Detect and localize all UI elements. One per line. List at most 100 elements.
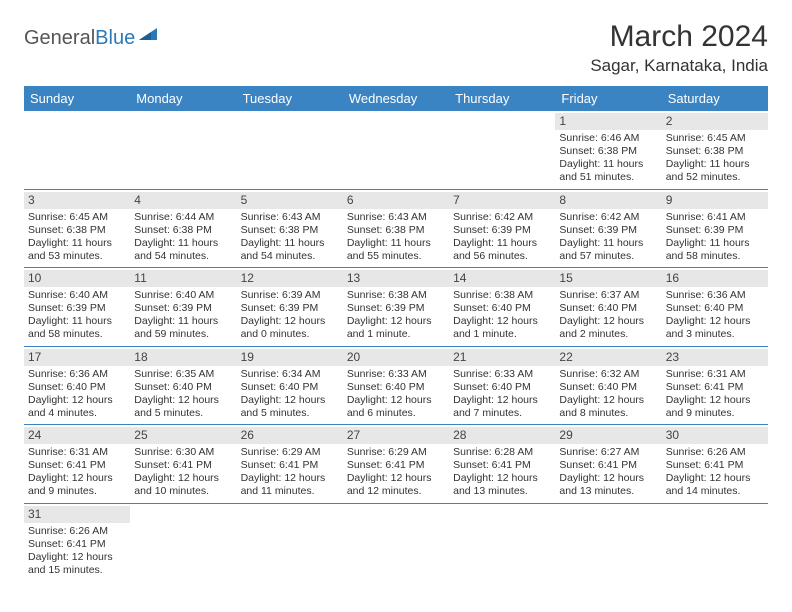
calendar-week: 24Sunrise: 6:31 AMSunset: 6:41 PMDayligh… [24, 425, 768, 504]
cell-line: Sunrise: 6:40 AM [28, 289, 126, 302]
brand-blue: Blue [95, 27, 135, 50]
cell-line: Sunrise: 6:38 AM [347, 289, 445, 302]
calendar-cell: 14Sunrise: 6:38 AMSunset: 6:40 PMDayligh… [449, 268, 555, 346]
cell-line: Sunset: 6:41 PM [666, 459, 764, 472]
calendar-cell [130, 111, 236, 189]
cell-line: Sunset: 6:39 PM [134, 302, 232, 315]
cell-line: Daylight: 12 hours and 6 minutes. [347, 394, 445, 420]
cell-line: Sunset: 6:40 PM [134, 381, 232, 394]
day-header: Monday [130, 86, 236, 111]
cell-line: Daylight: 11 hours and 52 minutes. [666, 158, 764, 184]
day-number [237, 113, 343, 130]
day-number [343, 113, 449, 130]
day-header: Thursday [449, 86, 555, 111]
cell-line: Sunset: 6:38 PM [134, 224, 232, 237]
calendar-header-row: SundayMondayTuesdayWednesdayThursdayFrid… [24, 86, 768, 111]
day-number: 8 [555, 192, 661, 209]
cell-line: Daylight: 12 hours and 13 minutes. [559, 472, 657, 498]
cell-line: Sunset: 6:40 PM [347, 381, 445, 394]
calendar-cell: 7Sunrise: 6:42 AMSunset: 6:39 PMDaylight… [449, 190, 555, 268]
cell-line: Daylight: 12 hours and 0 minutes. [241, 315, 339, 341]
day-number [343, 506, 449, 523]
calendar-cell: 15Sunrise: 6:37 AMSunset: 6:40 PMDayligh… [555, 268, 661, 346]
calendar-cell: 10Sunrise: 6:40 AMSunset: 6:39 PMDayligh… [24, 268, 130, 346]
cell-line: Daylight: 12 hours and 13 minutes. [453, 472, 551, 498]
cell-line: Sunset: 6:38 PM [559, 145, 657, 158]
day-number: 23 [662, 349, 768, 366]
cell-line: Daylight: 12 hours and 1 minute. [347, 315, 445, 341]
calendar-cell: 9Sunrise: 6:41 AMSunset: 6:39 PMDaylight… [662, 190, 768, 268]
cell-line: Daylight: 12 hours and 5 minutes. [134, 394, 232, 420]
calendar-cell: 21Sunrise: 6:33 AMSunset: 6:40 PMDayligh… [449, 347, 555, 425]
cell-line: Daylight: 11 hours and 58 minutes. [666, 237, 764, 263]
page-header: GeneralBlue March 2024 Sagar, Karnataka,… [24, 20, 768, 76]
cell-line: Sunrise: 6:33 AM [347, 368, 445, 381]
cell-line: Sunrise: 6:42 AM [559, 211, 657, 224]
day-number: 19 [237, 349, 343, 366]
cell-line: Daylight: 11 hours and 51 minutes. [559, 158, 657, 184]
day-number: 12 [237, 270, 343, 287]
cell-line: Daylight: 12 hours and 11 minutes. [241, 472, 339, 498]
day-header: Sunday [24, 86, 130, 111]
cell-line: Sunset: 6:39 PM [666, 224, 764, 237]
day-header: Saturday [662, 86, 768, 111]
cell-line: Daylight: 11 hours and 59 minutes. [134, 315, 232, 341]
cell-line: Sunrise: 6:43 AM [347, 211, 445, 224]
cell-line: Sunset: 6:41 PM [28, 459, 126, 472]
cell-line: Sunset: 6:41 PM [453, 459, 551, 472]
brand-general: General [24, 27, 95, 50]
day-number: 11 [130, 270, 236, 287]
calendar-cell [237, 111, 343, 189]
day-number: 29 [555, 427, 661, 444]
cell-line: Sunset: 6:40 PM [559, 381, 657, 394]
cell-line: Sunset: 6:40 PM [241, 381, 339, 394]
calendar-cell: 1Sunrise: 6:46 AMSunset: 6:38 PMDaylight… [555, 111, 661, 189]
calendar-cell [555, 504, 661, 582]
cell-line: Daylight: 12 hours and 3 minutes. [666, 315, 764, 341]
cell-line: Sunrise: 6:26 AM [666, 446, 764, 459]
cell-line: Sunrise: 6:38 AM [453, 289, 551, 302]
cell-line: Sunrise: 6:29 AM [241, 446, 339, 459]
cell-line: Daylight: 12 hours and 10 minutes. [134, 472, 232, 498]
cell-line: Sunrise: 6:43 AM [241, 211, 339, 224]
calendar-cell: 17Sunrise: 6:36 AMSunset: 6:40 PMDayligh… [24, 347, 130, 425]
calendar-cell: 22Sunrise: 6:32 AMSunset: 6:40 PMDayligh… [555, 347, 661, 425]
cell-line: Sunrise: 6:40 AM [134, 289, 232, 302]
calendar-cell [24, 111, 130, 189]
day-number: 17 [24, 349, 130, 366]
calendar-cell: 8Sunrise: 6:42 AMSunset: 6:39 PMDaylight… [555, 190, 661, 268]
cell-line: Sunset: 6:38 PM [241, 224, 339, 237]
calendar-cell: 18Sunrise: 6:35 AMSunset: 6:40 PMDayligh… [130, 347, 236, 425]
cell-line: Sunrise: 6:27 AM [559, 446, 657, 459]
cell-line: Sunset: 6:41 PM [666, 381, 764, 394]
day-number [130, 506, 236, 523]
cell-line: Sunrise: 6:28 AM [453, 446, 551, 459]
cell-line: Sunrise: 6:35 AM [134, 368, 232, 381]
calendar-cell: 13 Sunrise: 6:38 AMSunset: 6:39 PMDayligh… [343, 268, 449, 346]
cell-line: Sunset: 6:40 PM [28, 381, 126, 394]
calendar-cell: 5Sunrise: 6:43 AMSunset: 6:38 PMDaylight… [237, 190, 343, 268]
cell-line: Sunset: 6:39 PM [347, 302, 445, 315]
cell-line: Sunset: 6:38 PM [28, 224, 126, 237]
cell-line: Sunset: 6:41 PM [134, 459, 232, 472]
day-number: 13 [343, 270, 449, 287]
cell-line: Sunset: 6:41 PM [559, 459, 657, 472]
calendar-cell: 3Sunrise: 6:45 AMSunset: 6:38 PMDaylight… [24, 190, 130, 268]
day-header: Friday [555, 86, 661, 111]
month-title: March 2024 [590, 20, 768, 54]
day-number [449, 506, 555, 523]
day-number: 16 [662, 270, 768, 287]
day-number: 10 [24, 270, 130, 287]
day-number: 27 [343, 427, 449, 444]
cell-line: Sunrise: 6:31 AM [666, 368, 764, 381]
calendar-cell: 29 Sunrise: 6:27 AMSunset: 6:41 PMDayligh… [555, 425, 661, 503]
day-header: Tuesday [237, 86, 343, 111]
cell-line: Daylight: 12 hours and 8 minutes. [559, 394, 657, 420]
day-number: 25 [130, 427, 236, 444]
day-number: 26 [237, 427, 343, 444]
calendar-cell: 2Sunrise: 6:45 AMSunset: 6:38 PMDaylight… [662, 111, 768, 189]
calendar-cell: 27Sunrise: 6:29 AMSunset: 6:41 PMDayligh… [343, 425, 449, 503]
calendar-week: 1Sunrise: 6:46 AMSunset: 6:38 PMDaylight… [24, 111, 768, 190]
cell-line: Daylight: 12 hours and 5 minutes. [241, 394, 339, 420]
day-number [555, 506, 661, 523]
